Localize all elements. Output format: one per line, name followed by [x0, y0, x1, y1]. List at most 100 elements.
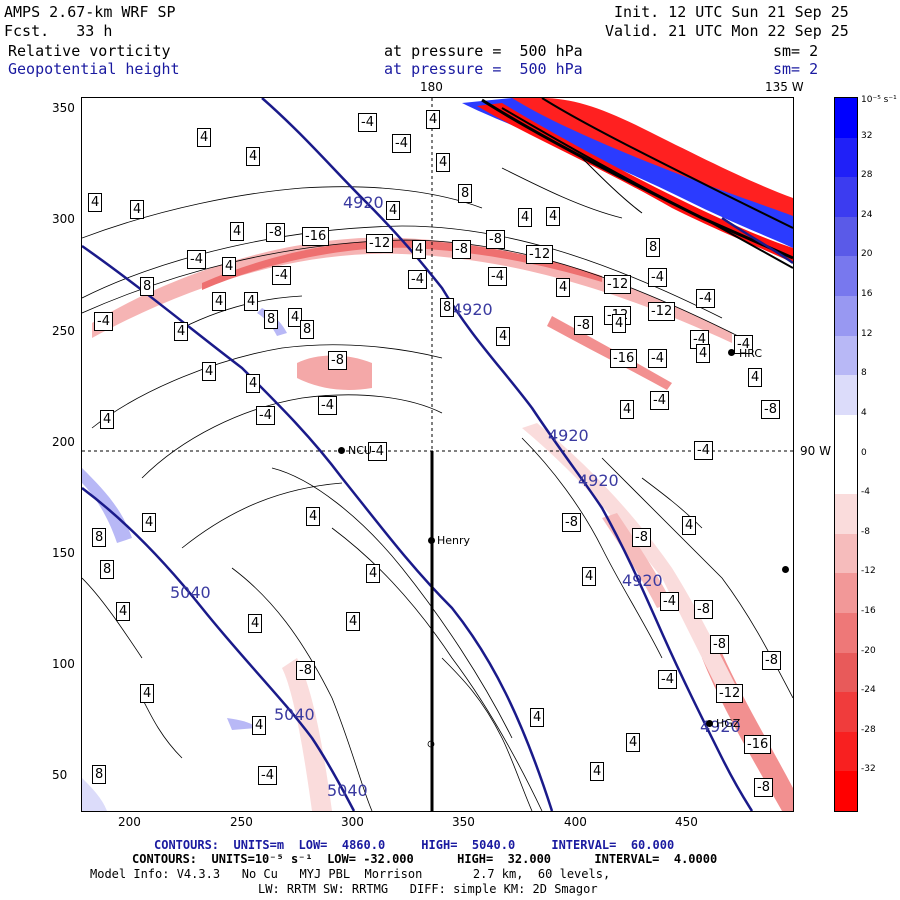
vorticity-contour-label: 4 [748, 368, 763, 387]
vorticity-contour-label: -8 [694, 600, 713, 619]
vorticity-contour-label: -8 [762, 651, 781, 670]
vorticity-contour-label: -4 [648, 268, 667, 287]
vorticity-contour-label: 4 [426, 110, 441, 129]
vorticity-contour-label: 4 [306, 507, 321, 526]
colorbar-label: 28 [861, 170, 873, 181]
vorticity-contour-label: 4 [366, 564, 381, 583]
vorticity-contour-label: 4 [246, 374, 261, 393]
x-axis-tick-label: 350 [452, 815, 475, 829]
vorticity-contour-label: 4 [246, 147, 261, 166]
colorbar-label: 8 [861, 368, 867, 379]
colorbar-unit: 10⁻⁵ s⁻¹ [861, 95, 897, 105]
vorticity-contour-label: 8 [264, 310, 279, 329]
y-axis-tick-label: 150 [52, 546, 75, 560]
y-axis-tick-label: 50 [52, 768, 68, 782]
vorticity-contour-label: -12 [648, 302, 676, 321]
vorticity-contour-label: 4 [496, 327, 511, 346]
vorticity-contours [82, 186, 793, 811]
vorticity-contour-label: 8 [100, 560, 115, 579]
vorticity-contour-label: -8 [761, 400, 780, 419]
lon-label-135w: 135 W [765, 80, 804, 94]
vorticity-contour-label: 4 [626, 733, 641, 752]
vorticity-contour-label: 4 [230, 222, 245, 241]
footer-vorticity-contours: CONTOURS: UNITS=10⁻⁵ s⁻¹ LOW= -32.000 HI… [132, 852, 718, 866]
vorticity-contour-label: 4 [248, 614, 263, 633]
vorticity-contour-label: -8 [452, 240, 471, 259]
vorticity-contour-label: -4 [694, 441, 713, 460]
colorbar-label: 32 [861, 130, 873, 141]
colorbar-label: 24 [861, 209, 873, 220]
field1-smoothing: sm= 2 [773, 42, 819, 60]
colorbar-label: 4 [861, 407, 867, 418]
x-axis-tick-label: 300 [341, 815, 364, 829]
vorticity-contour-label: -4 [368, 442, 387, 461]
vorticity-contour-label: 8 [646, 238, 661, 257]
vorticity-contour-label: 4 [252, 716, 267, 735]
vorticity-contour-label: 4 [530, 708, 545, 727]
vorticity-contour-label: 4 [412, 240, 427, 259]
vorticity-contour-label: 8 [92, 765, 107, 784]
vorticity-contour-label: 4 [582, 567, 597, 586]
vorticity-contour-label: 4 [174, 322, 189, 341]
vorticity-contour-label: -4 [408, 270, 427, 289]
vorticity-contour-label: -4 [94, 312, 113, 331]
vorticity-contour-label: 4 [140, 684, 155, 703]
colorbar-segment [835, 375, 857, 415]
vorticity-contour-label: -4 [660, 592, 679, 611]
x-axis-tick-label: 400 [564, 815, 587, 829]
colorbar-label: -4 [861, 487, 870, 498]
colorbar-label: -20 [861, 645, 876, 656]
vorticity-contour-label: 4 [197, 128, 212, 147]
vorticity-contour-label: 4 [546, 207, 561, 226]
vorticity-contour-label: -4 [734, 335, 753, 354]
vorticity-contour-label: 4 [244, 292, 259, 311]
vorticity-contour-label: -4 [272, 266, 291, 285]
colorbar-label: 12 [861, 328, 873, 339]
vorticity-contour-label: 4 [202, 362, 217, 381]
vorticity-contour-label: -4 [358, 113, 377, 132]
vorticity-contour-label: -8 [710, 635, 729, 654]
vorticity-contour-label: -8 [328, 351, 347, 370]
height-label: 5040 [170, 583, 211, 602]
vorticity-contour-label: -12 [526, 245, 554, 264]
vorticity-contour-label: 4 [612, 314, 627, 333]
vorticity-contour-label: 4 [436, 153, 451, 172]
vorticity-contour-label: 4 [288, 308, 303, 327]
vorticity-contour-label: -8 [486, 230, 505, 249]
vorticity-contour-label: 8 [92, 528, 107, 547]
height-label: 4920 [343, 193, 384, 212]
field1-name: Relative vorticity [8, 42, 171, 60]
x-axis-tick-label: 200 [118, 815, 141, 829]
colorbar-segment [835, 454, 857, 495]
vorticity-contour-label: 4 [590, 762, 605, 781]
footer-physics-info: LW: RRTM SW: RRTMG DIFF: simple KM: 2D S… [258, 882, 598, 896]
colorbar-label: -32 [861, 764, 876, 775]
vorticity-contour-label: 4 [556, 278, 571, 297]
init-time: Init. 12 UTC Sun 21 Sep 25 [614, 3, 849, 21]
lon-label-90w: 90 W [800, 444, 831, 458]
vorticity-contour-label: -12 [604, 275, 632, 294]
y-axis-tick-label: 200 [52, 435, 75, 449]
vorticity-contour-label: 4 [696, 344, 711, 363]
y-axis-tick-label: 350 [52, 101, 75, 115]
x-axis-tick-label: 450 [675, 815, 698, 829]
colorbar-label: -12 [861, 566, 876, 577]
vorticity-contour-label: 4 [620, 400, 635, 419]
colorbar-label: -8 [861, 526, 870, 537]
colorbar-segment [835, 731, 857, 772]
model-title: AMPS 2.67-km WRF SP [4, 3, 176, 21]
footer-height-contours: CONTOURS: UNITS=m LOW= 4860.0 HIGH= 5040… [154, 838, 675, 852]
vorticity-contour-label: 4 [88, 193, 103, 212]
vorticity-contour-label: -4 [648, 349, 667, 368]
field1-level: at pressure = 500 hPa [384, 42, 583, 60]
x-axis-tick-label: 250 [230, 815, 253, 829]
colorbar-segment [835, 137, 857, 178]
vorticity-contour-label: 4 [130, 200, 145, 219]
colorbar-segment [835, 177, 857, 217]
vorticity-contour-label: -4 [650, 391, 669, 410]
colorbar-segment [835, 414, 857, 455]
vorticity-contour-label: 8 [300, 320, 315, 339]
vorticity-contour-label: -8 [754, 778, 773, 797]
vorticity-contour-label: -4 [318, 396, 337, 415]
vorticity-contour-label: -8 [296, 661, 315, 680]
